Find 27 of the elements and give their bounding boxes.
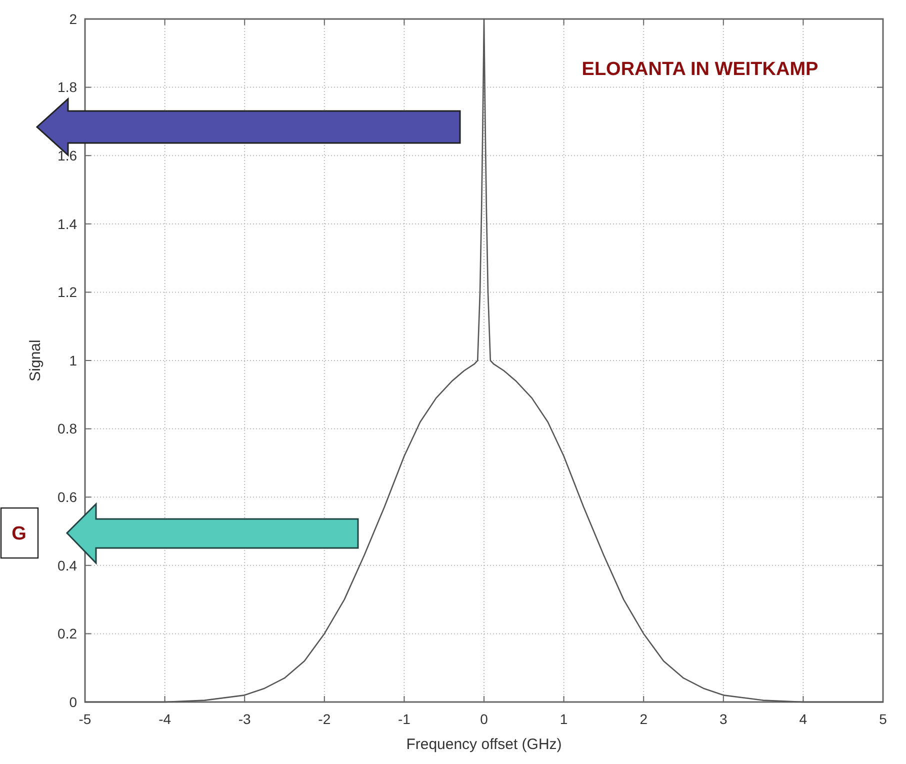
annotation: ELORANTA IN WEITKAMP xyxy=(582,59,819,80)
x-tick-label: 2 xyxy=(640,711,648,727)
y-tick-label: 0.6 xyxy=(58,489,78,505)
y-tick-label: 1 xyxy=(69,352,78,368)
x-tick-label: -2 xyxy=(318,711,331,727)
line-series xyxy=(84,18,884,703)
x-tick-label: 0 xyxy=(480,711,488,727)
y-tick-label: 1.2 xyxy=(58,284,78,300)
y-tick-label: 1.6 xyxy=(58,148,78,164)
x-axis-title: Frequency offset (GHz) xyxy=(406,736,562,753)
x-tick-label: -4 xyxy=(158,711,172,727)
x-tick-label: 1 xyxy=(560,711,568,727)
y-tick-label: 0 xyxy=(69,694,78,710)
y-tick-label: 0.4 xyxy=(58,557,78,574)
x-tick-label: -5 xyxy=(78,711,92,727)
y-tick-label: 1.4 xyxy=(58,216,78,232)
x-tick-label: 4 xyxy=(799,711,808,727)
y-tick-label: 0.8 xyxy=(58,420,78,437)
text: G xyxy=(12,524,26,545)
x-tick-label: -3 xyxy=(238,711,252,727)
y-axis-title: Signal xyxy=(27,340,44,382)
y-tick-label: 2 xyxy=(69,10,78,27)
x-tick-label: 5 xyxy=(879,711,888,727)
x-tick-label: 3 xyxy=(720,711,728,727)
y-tick-label: 0.2 xyxy=(58,626,78,642)
x-tick-label: -1 xyxy=(398,711,411,727)
y-tick-label: 1.8 xyxy=(58,79,78,96)
